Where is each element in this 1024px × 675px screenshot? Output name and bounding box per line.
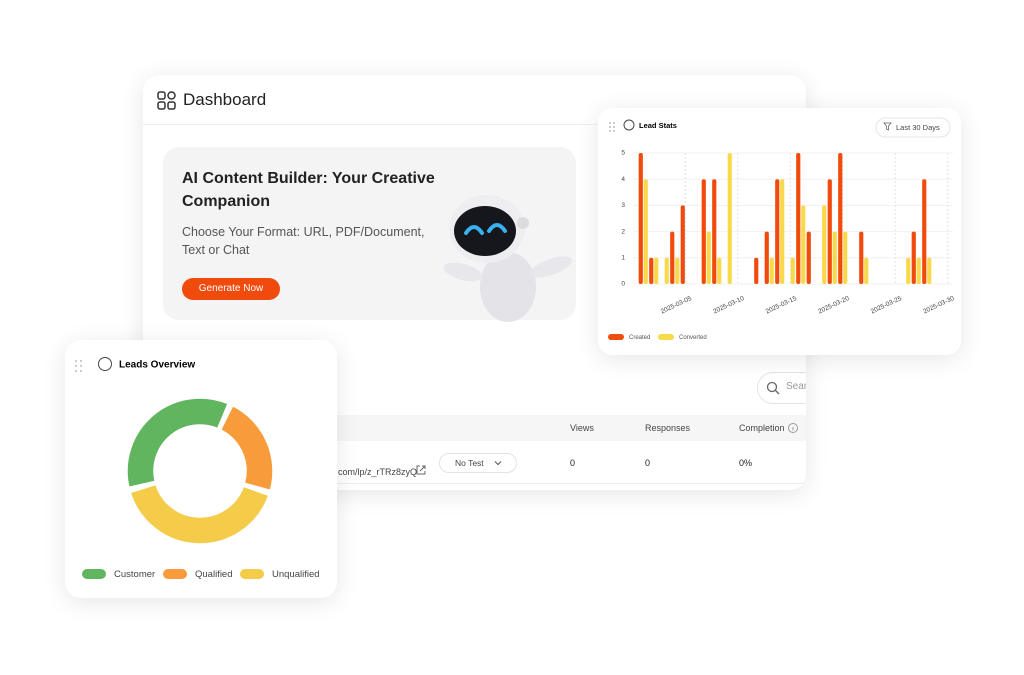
- generate-button[interactable]: Generate Now: [182, 278, 280, 300]
- leads-overview-card: Leads Overview Customer Qualified Unqualif…: [65, 340, 337, 598]
- bar: [654, 257, 659, 284]
- legend-swatch: [240, 569, 264, 579]
- bar: [916, 257, 921, 284]
- banner: AI Content Builder: Your Creative Compan…: [163, 147, 576, 322]
- leads-overview-chart: Leads Overview Customer Qualified Unqualif…: [75, 357, 320, 580]
- donut-slice: [129, 483, 270, 545]
- bar: [827, 179, 832, 284]
- bar: [790, 257, 795, 284]
- y-tick-label: 2: [621, 228, 625, 235]
- donut-slice: [219, 404, 274, 492]
- bar: [649, 257, 654, 284]
- external-link-icon[interactable]: [415, 464, 427, 476]
- bar: [806, 231, 811, 284]
- search-icon: [766, 381, 780, 395]
- x-tick-label: 2025-03-30: [922, 295, 955, 316]
- bar: [780, 179, 785, 284]
- x-tick-label: 2025-03-15: [765, 295, 798, 316]
- divider: [143, 124, 806, 125]
- bar: [775, 179, 780, 284]
- legend-label: Qualified: [195, 569, 233, 580]
- y-tick-label: 0: [621, 281, 625, 288]
- chart-title: Lead Stats: [639, 121, 677, 130]
- cell: 0: [570, 458, 576, 468]
- legend-label: Customer: [114, 569, 155, 580]
- x-tick-label: 2025-03-05: [660, 295, 693, 316]
- bar: [922, 179, 927, 284]
- legend-swatch: [163, 569, 187, 579]
- test-dropdown[interactable]: No Test: [439, 453, 517, 473]
- legend-swatch: [658, 334, 674, 340]
- bar: [906, 257, 911, 284]
- bar: [706, 231, 711, 284]
- dashboard-title: Dashboard: [183, 90, 267, 109]
- bar: [769, 257, 774, 284]
- bar: [680, 205, 685, 284]
- bar: [712, 179, 717, 284]
- dashboard-icon: [157, 91, 176, 110]
- drag-handle: [75, 360, 82, 372]
- y-tick-label: 3: [621, 202, 625, 209]
- column-header: Completion: [739, 423, 785, 433]
- legend-label: Created: [629, 335, 650, 341]
- bar: [801, 205, 806, 284]
- donut-slice: [126, 397, 229, 489]
- bar: [843, 231, 848, 284]
- legend-swatch: [82, 569, 106, 579]
- bar: [838, 153, 843, 284]
- bar: [717, 257, 722, 284]
- bar: [927, 257, 932, 284]
- column-header: Views: [570, 423, 594, 433]
- bar: [638, 153, 643, 284]
- search-placeholder: Search: [786, 381, 806, 392]
- robot: [443, 195, 572, 322]
- lead-stats-chart: Lead Stats Last 30 Days 0 1 2 3 4 5 2025-03-05…: [608, 117, 956, 341]
- test-label: No Test: [455, 458, 484, 468]
- bar: [727, 153, 732, 284]
- bar: [822, 205, 827, 284]
- bar: [670, 231, 675, 284]
- bar: [764, 231, 769, 284]
- search-box[interactable]: Search: [757, 372, 806, 404]
- chevron: [494, 461, 502, 466]
- bar: [832, 231, 837, 284]
- legend-swatch: [608, 334, 624, 340]
- x-tick-label: 2025-03-20: [817, 295, 850, 316]
- filter-icon: [883, 122, 892, 131]
- bar: [859, 231, 864, 284]
- stats-icon: [623, 119, 635, 131]
- y-tick-label: 1: [621, 255, 625, 262]
- info-icon: [788, 423, 798, 433]
- bar: [675, 257, 680, 284]
- bar: [796, 153, 801, 284]
- row-divider: [323, 483, 806, 484]
- y-tick-label: 5: [621, 150, 625, 157]
- bar: [664, 257, 669, 284]
- x-tick-label: 2025-03-25: [870, 295, 903, 316]
- cell: 0: [645, 458, 651, 468]
- bar: [754, 257, 759, 284]
- chart-title: Leads Overview: [119, 360, 195, 371]
- row-link[interactable]: com/lp/z_rTRz8zyQ: [338, 467, 418, 477]
- bar: [911, 231, 916, 284]
- legend-label: Unqualified: [272, 569, 320, 580]
- column-header: Responses: [645, 423, 691, 433]
- legend-label: Converted: [679, 335, 707, 341]
- bar: [643, 179, 648, 284]
- filter-label: Last 30 Days: [896, 123, 940, 132]
- x-tick-label: 2025-03-10: [712, 295, 745, 316]
- cell: 0%: [739, 458, 753, 468]
- bar: [701, 179, 706, 284]
- leads-icon: [98, 357, 112, 371]
- bar: [864, 257, 869, 284]
- banner-title: AI Content Builder: Your Creative Compan…: [182, 170, 435, 210]
- y-tick-label: 4: [621, 176, 625, 183]
- drag-handle: [609, 122, 615, 132]
- filter-button[interactable]: [875, 117, 951, 138]
- table-header: [323, 415, 806, 441]
- lead-stats-card: Lead Stats Last 30 Days 0 1 2 3 4 5 2025-03-05…: [598, 108, 961, 355]
- banner-text: Choose Your Format: URL, PDF/Document, T…: [182, 225, 425, 257]
